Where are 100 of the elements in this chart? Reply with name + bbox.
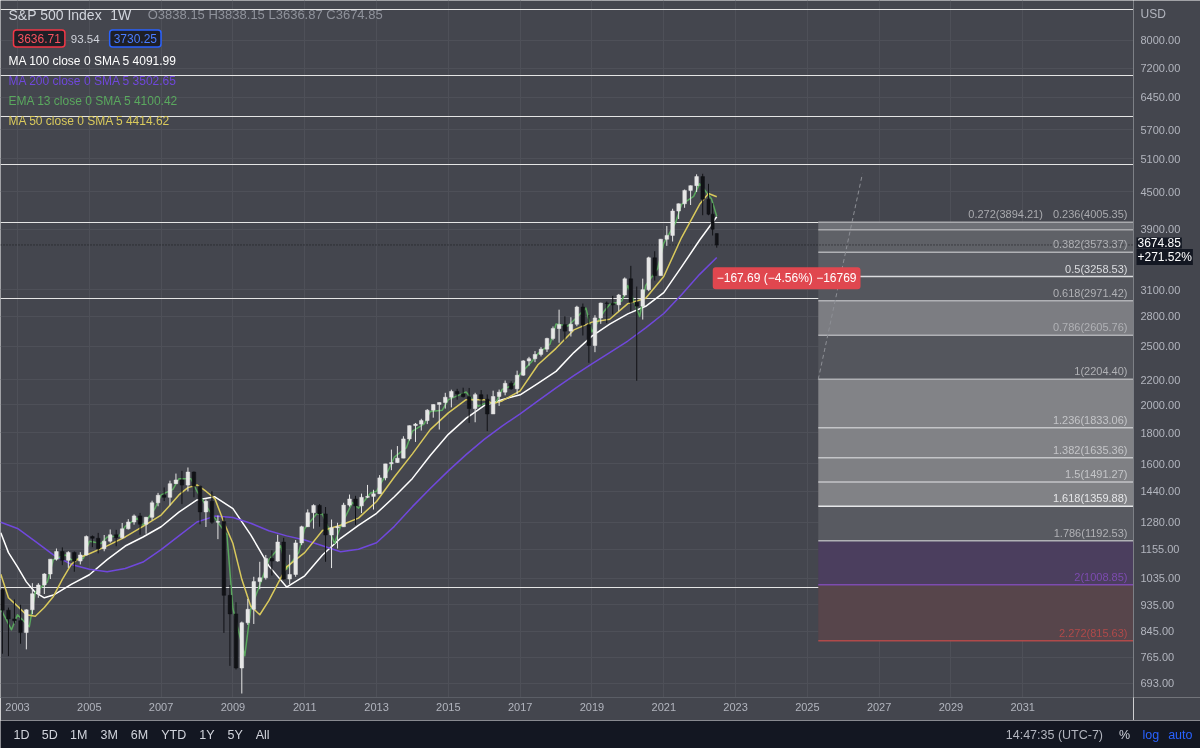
candlestick [479,389,484,407]
candlestick [532,350,538,363]
x-tick-label: 2029 [938,700,964,713]
ref-line-label: 0.618(2971.42) [1052,286,1128,299]
x-tick-label: 2003 [5,700,30,713]
candlestick [167,480,172,506]
ref-line-label: 1(2204.40) [1074,365,1128,378]
x-tick-label: 2027 [866,700,892,713]
candlestick [562,315,567,342]
y-tick-label: 2000.00 [1140,398,1181,411]
annotation: 93.54 [70,32,101,45]
candlestick [173,473,178,485]
text: All [255,727,270,742]
text: 5D [41,727,58,742]
candlestick [179,470,184,505]
x-tick-label: 2021 [651,700,677,713]
y-tick-label: 5100.00 [1140,152,1181,165]
y-axis-title: USD [1140,6,1167,21]
candlestick [485,393,490,432]
x-tick-label: 2007 [148,700,174,713]
x-tick-label: 2009 [220,700,246,713]
candlestick [586,314,591,364]
candlestick [269,549,274,577]
y-tick-label: 7200.00 [1140,62,1181,75]
annotation: 1W [110,6,133,23]
candlestick [72,550,77,573]
x-tick-label: 2019 [579,700,605,713]
y-tick-label: 1800.00 [1140,426,1181,439]
text: +271.52% [1137,249,1193,264]
y-tick-label: 1440.00 [1140,485,1181,498]
text: % [1119,727,1131,742]
y-tick-label: 3900.00 [1140,223,1181,236]
x-tick-label: 2025 [795,700,820,713]
chart-title: S&P 500 Index [8,6,102,23]
candlestick [652,250,657,282]
y-tick-label: 1155.00 [1140,543,1180,556]
ref-line-label: 0.382(3573.37) [1052,238,1128,251]
candlestick [353,495,358,526]
candlestick [209,490,214,525]
candlestick [138,512,143,536]
line-series [0,256,718,573]
x-tick-label: 2011 [292,700,317,713]
ref-line-label: 1.618(1359.88) [1052,492,1128,505]
candlestick [191,471,196,498]
ref-line-label: 1.382(1635.36) [1052,443,1128,456]
y-tick-label: 2800.00 [1140,310,1181,323]
candlestick [185,467,190,492]
candlestick [275,534,280,563]
y-tick-label: 935.00 [1140,598,1175,611]
text: MA 50 close 0 SMA 5 4414.62 [8,113,170,128]
y-tick-label: 4500.00 [1140,185,1181,198]
x-tick-label: 2031 [1010,700,1035,713]
y-tick-label: 765.00 [1140,651,1175,664]
x-tick-label: 2005 [77,700,102,713]
y-tick-label: 1280.00 [1140,516,1181,529]
ref-line-label: 1.786(1192.53) [1053,526,1128,539]
ref-line-label: 2.272(815.63) [1059,626,1128,639]
text: 5Y [227,727,244,742]
text: YTD [161,727,187,742]
ref-line-label: 0.236(4005.35) [1052,208,1128,221]
candlestick [24,608,29,650]
text: 3M [100,727,118,742]
y-tick-label: 8000.00 [1140,34,1181,47]
ref-line-label: 1.236(1833.06) [1052,413,1128,426]
y-tick-label: 845.00 [1140,625,1175,638]
x-tick-label: 2015 [436,700,461,713]
ref-line-label: 0.272(3894.21) [968,208,1043,221]
candlestick [473,392,478,423]
candlestick [557,309,562,344]
candlestick [710,202,715,236]
candlestick [203,498,208,528]
y-tick-label: 2500.00 [1140,340,1181,353]
x-tick-label: 2023 [723,700,748,713]
text: MA 100 close 0 SMA 5 4091.99 [8,53,177,68]
annotation: 3636.71 [17,32,62,46]
text: auto [1168,727,1193,742]
text: EMA 13 close 0 SMA 5 4100.42 [8,93,178,108]
text: 6M [130,727,149,742]
candlestick [568,316,573,338]
y-tick-label: 1035.00 [1140,572,1181,585]
x-tick-label: 2013 [364,700,389,713]
x-tick-label: 2017 [507,700,533,713]
ref-line-label: 1.5(1491.27) [1065,468,1128,481]
y-tick-label: 3100.00 [1140,283,1181,296]
annotation: O3838.15 H3838.15 L3636.87 C3674.85 [147,7,383,22]
candlestick [215,515,220,540]
y-tick-label: 2200.00 [1140,373,1181,386]
candlestick [580,303,585,337]
text: 14:47:35 (UTC-7) [1005,727,1104,742]
y-tick-label: 5700.00 [1140,123,1181,136]
ref-line-label: 2(1008.85) [1074,570,1128,583]
y-tick-label: 6450.00 [1140,91,1181,104]
annotation: −167.69 (−4.56%) −16769 [716,271,857,286]
text: MA 200 close 0 SMA 5 3502.65 [8,73,177,88]
text: 1M [70,727,88,742]
y-tick-label: 693.00 [1140,677,1175,690]
ref-line-label: 3674.85 [1137,236,1182,251]
text: log [1142,727,1160,742]
ref-line-label: 0.5(3258.53) [1065,262,1128,275]
text: 1D [13,727,30,742]
